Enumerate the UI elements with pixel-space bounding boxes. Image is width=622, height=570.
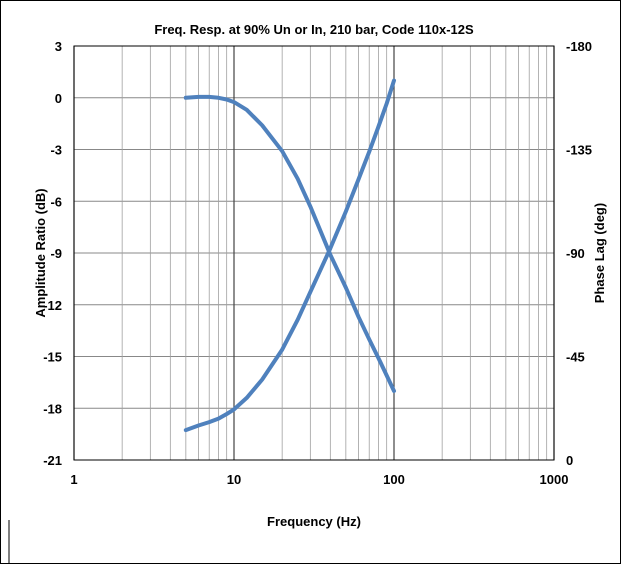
x-axis-title: Frequency (Hz) [267, 514, 361, 529]
y2-tick-label: 0 [566, 453, 573, 468]
y-tick-label: -21 [43, 453, 62, 468]
y-tick-label: -18 [43, 401, 62, 416]
y-tick-label: -12 [43, 298, 62, 313]
x-tick-label: 1000 [540, 472, 569, 487]
y2-tick-label: -135 [566, 143, 592, 158]
y-tick-label: 0 [55, 91, 62, 106]
series-lines [183, 78, 396, 433]
y-tick-label: 3 [55, 39, 62, 54]
plot-area [73, 45, 555, 461]
y-tick-label: -3 [50, 143, 62, 158]
y-tick-label: -9 [50, 246, 62, 261]
y2-tick-label: -180 [566, 39, 592, 54]
y-tick-label: -6 [50, 194, 62, 209]
y2-axis-title: Phase Lag (deg) [592, 203, 607, 303]
x-tick-label: 10 [227, 472, 241, 487]
amplitude-ratio-line [183, 94, 396, 393]
y-tick-label: -15 [43, 350, 62, 365]
chart-title: Freq. Resp. at 90% Un or In, 210 bar, Co… [154, 22, 474, 37]
phase-lag-line [183, 78, 396, 433]
y2-tick-label: -45 [566, 350, 585, 365]
x-tick-label: 1 [70, 472, 77, 487]
tick-labels: 3 0 -3 -6 -9 -12 -15 -18 -21 -180 -135 -90 -45 0 1 10 10… [43, 39, 592, 487]
y2-tick-label: -90 [566, 246, 585, 261]
y-axis-title: Amplitude Ratio (dB) [33, 188, 48, 317]
x-tick-label: 100 [383, 472, 405, 487]
